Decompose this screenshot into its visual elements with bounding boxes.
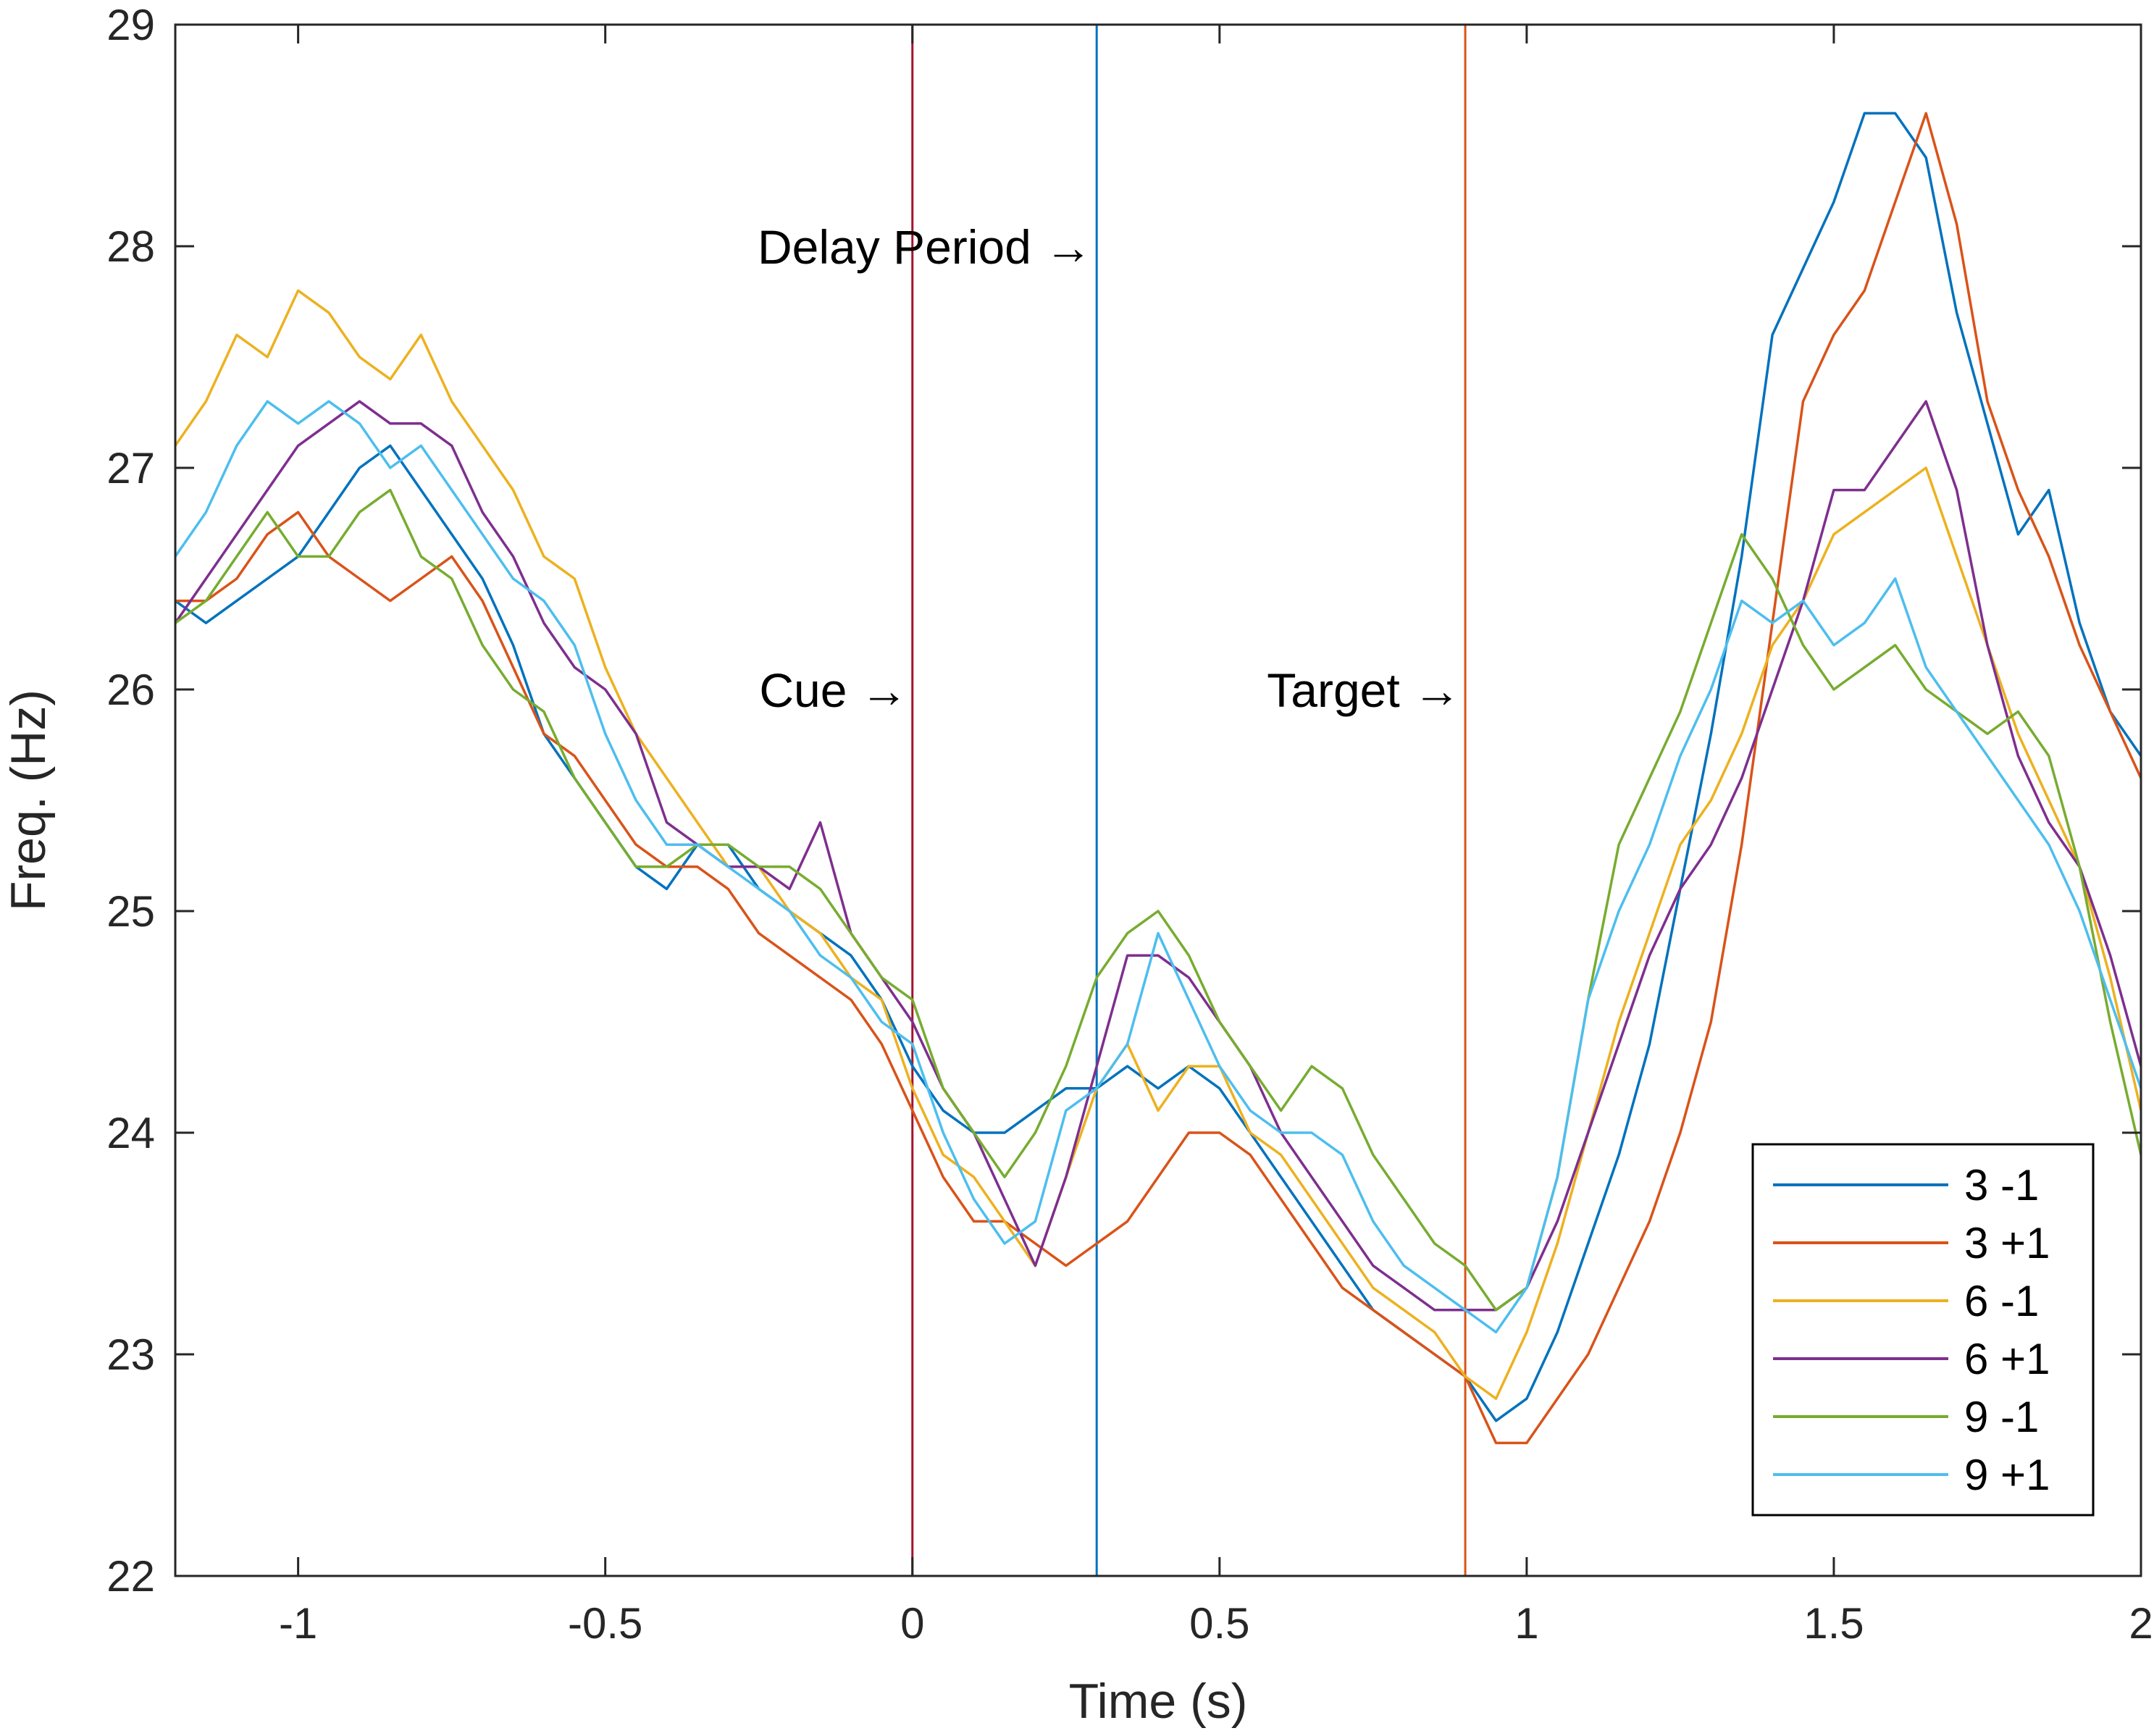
x-tick-label: -0.5: [568, 1599, 642, 1648]
y-tick-label: 29: [106, 1, 155, 49]
x-tick-label: 1.5: [1803, 1599, 1864, 1648]
series-lines: [175, 112, 2141, 1445]
series-line-1: [175, 112, 2141, 1445]
series-line-3: [175, 400, 2141, 1312]
x-tick-label: 2: [2129, 1599, 2153, 1648]
y-tick-label: 25: [106, 887, 155, 936]
event-lines: [911, 25, 1467, 1576]
y-tick-label: 28: [106, 222, 155, 271]
x-axis-label: Time (s): [1069, 1674, 1248, 1729]
legend-label-4: 9 -1: [1964, 1393, 2039, 1441]
x-tick-label: -1: [279, 1599, 317, 1648]
legend: 3 -1 3 +1 6 -1 6 +1 9 -1 9 +1: [1751, 1143, 2095, 1517]
y-tick-label: 22: [106, 1552, 155, 1601]
x-tick-label: 1: [1514, 1599, 1538, 1648]
y-tick-label: 26: [106, 666, 155, 714]
legend-label-1: 3 +1: [1964, 1219, 2050, 1267]
series-line-4: [175, 488, 2141, 1312]
series-line-0: [175, 112, 2141, 1422]
annotations: Cue → Delay Period → Target →: [758, 220, 1461, 717]
legend-label-0: 3 -1: [1964, 1161, 2039, 1209]
y-tick-label: 24: [106, 1109, 155, 1157]
x-tick-label: 0.5: [1189, 1599, 1249, 1648]
axes-box: [174, 23, 2142, 1577]
y-axis-label: Freq. (Hz): [1, 689, 56, 911]
legend-box: [1751, 1143, 2095, 1517]
annotation-1: Delay Period →: [758, 220, 1092, 274]
y-tick-label: 23: [106, 1330, 155, 1379]
series-line-2: [175, 289, 2141, 1400]
legend-label-5: 9 +1: [1964, 1451, 2050, 1499]
annotation-2: Target →: [1267, 663, 1461, 717]
annotation-0: Cue →: [759, 663, 908, 717]
y-tick-label: 27: [106, 444, 155, 492]
legend-label-2: 6 -1: [1964, 1277, 2039, 1325]
series-line-5: [175, 400, 2141, 1334]
legend-label-3: 6 +1: [1964, 1335, 2050, 1383]
x-tick-label: 0: [900, 1599, 924, 1648]
